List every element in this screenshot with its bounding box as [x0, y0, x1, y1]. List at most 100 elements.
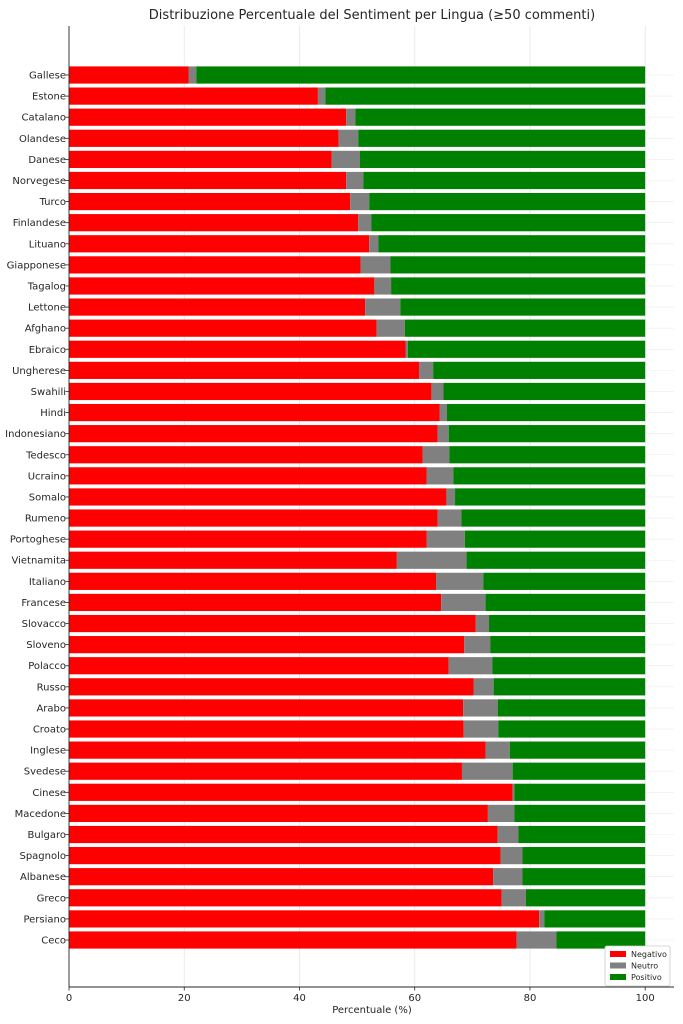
- bar-negativo: Croato — Negativo: 68.5: [69, 720, 464, 738]
- bar-positivo: Arabo — Positivo: 25.6: [497, 699, 646, 717]
- bar-negativo: Greco — Negativo: 75.1: [69, 889, 502, 907]
- y-tick-label: Olandese: [19, 134, 66, 145]
- bar-positivo: Swahili — Positivo: 35: [443, 382, 646, 401]
- bar-negativo: Tagalog — Negativo: 53: [69, 277, 375, 295]
- bar-neutro: Svedese — Neutro: 8.8: [461, 762, 513, 780]
- bar-positivo: Danese — Positivo: 49.5: [359, 150, 646, 168]
- bar-neutro: Indonesiano — Neutro: 1.9: [437, 425, 449, 443]
- y-tick-label: Tedesco: [25, 450, 66, 461]
- bar-negativo: Spagnolo — Negativo: 74.9: [69, 847, 501, 865]
- y-tick-label: Somalo: [29, 492, 66, 503]
- bar-positivo: Russo — Positivo: 26.3: [493, 678, 646, 696]
- bar-neutro: Ucraino — Neutro: 4.6: [426, 467, 454, 485]
- y-tick-label: Giapponese: [7, 260, 66, 271]
- bar-negativo: Persiano — Negativo: 81.6: [69, 910, 540, 928]
- axes-layer: [68, 26, 674, 988]
- bar-positivo: Giapponese — Positivo: 44.2: [390, 256, 646, 274]
- bar-positivo: Tedesco — Positivo: 34: [449, 446, 646, 464]
- y-tick-label: Cinese: [32, 788, 66, 799]
- bar-positivo: Catalano — Positivo: 50.3: [355, 108, 646, 126]
- bar-negativo: Cinese — Negativo: 77: [69, 783, 513, 801]
- bar-positivo: Svedese — Positivo: 23: [512, 762, 646, 780]
- bar-neutro: Cinese — Neutro: 0.3: [512, 783, 515, 801]
- y-tick-label: Rumeno: [25, 514, 66, 525]
- y-tick-label: Arabo: [36, 703, 66, 714]
- bar-positivo: Norvegese — Positivo: 48.9: [363, 171, 646, 190]
- x-tick-label: 40: [293, 993, 306, 1004]
- bar-positivo: Indonesiano — Positivo: 34.1: [448, 425, 646, 443]
- bar-positivo: Greco — Positivo: 20.7: [525, 889, 646, 907]
- y-tick-label: Norvegese: [12, 176, 66, 187]
- bar-negativo: Lettone — Negativo: 51.4: [69, 298, 366, 316]
- bar-positivo: Ungherese — Positivo: 36.8: [433, 361, 646, 379]
- bar-negativo: Italiano — Negativo: 63.7: [69, 572, 437, 590]
- bar-positivo: Tagalog — Positivo: 44.1: [391, 277, 646, 295]
- bar-positivo: Lituano — Positivo: 46.3: [378, 235, 646, 253]
- y-tick-label: Svedese: [24, 767, 66, 778]
- bar-negativo: Tedesco — Negativo: 61.4: [69, 446, 423, 464]
- y-tick-label: Catalano: [21, 113, 66, 124]
- bar-positivo: Portoghese — Positivo: 31.3: [464, 530, 646, 548]
- bar-neutro: Giapponese — Neutro: 5.2: [360, 256, 391, 274]
- bar-neutro: Norvegese — Neutro: 3: [346, 171, 364, 190]
- y-tick-label: Gallese: [29, 71, 66, 82]
- bar-negativo: Catalano — Negativo: 48.1: [69, 108, 347, 126]
- bar-positivo: Francese — Positivo: 27.7: [485, 593, 646, 612]
- bar-neutro: Olandese — Neutro: 3.4: [338, 129, 359, 147]
- bar-positivo: Hindi — Positivo: 34.4: [446, 403, 646, 422]
- bar-neutro: Spagnolo — Neutro: 3.8: [500, 847, 523, 865]
- bar-neutro: Tagalog — Neutro: 2.9: [374, 277, 392, 295]
- y-tick-label: Lituano: [29, 239, 66, 250]
- bar-neutro: Bulgaro — Neutro: 3.6: [497, 825, 519, 844]
- y-tick-label: Russo: [37, 682, 66, 693]
- bar-neutro: Albanese — Neutro: 5.1: [493, 868, 523, 886]
- bar-negativo: Swahili — Negativo: 62.9: [69, 382, 432, 401]
- legend-swatch-neutro: [610, 962, 626, 969]
- bar-neutro: Ebraico — Neutro: 0.4: [405, 340, 408, 358]
- bar-neutro: Polacco — Neutro: 7.6: [448, 657, 493, 675]
- bar-positivo: Albanese — Positivo: 21.3: [522, 868, 646, 886]
- legend-label-positivo: Positivo: [631, 973, 662, 982]
- x-tick-label: 60: [408, 993, 421, 1004]
- bar-positivo: Rumeno — Positivo: 31.9: [461, 509, 646, 527]
- bar-negativo: Indonesiano — Negativo: 64: [69, 425, 438, 443]
- bar-neutro: Slovacco — Neutro: 2.3: [475, 614, 490, 633]
- bar-negativo: Portoghese — Negativo: 62.1: [69, 530, 427, 548]
- y-tick-label: Persiano: [23, 914, 66, 925]
- bar-neutro: Catalano — Neutro: 1.6: [346, 108, 356, 126]
- bar-negativo: Hindi — Negativo: 64.3: [69, 403, 440, 422]
- y-tick-label: Vietnamita: [11, 556, 66, 567]
- bar-neutro: Russo — Neutro: 3.5: [473, 678, 494, 696]
- y-tick-label: Ceco: [41, 936, 66, 947]
- y-tick-label: Portoghese: [10, 535, 66, 546]
- bar-positivo: Afghano — Positivo: 41.7: [404, 319, 646, 337]
- bar-positivo: Cinese — Positivo: 22.7: [514, 783, 646, 801]
- bar-neutro: Croato — Neutro: 6: [463, 720, 499, 738]
- x-tick-label: 20: [178, 993, 191, 1004]
- bar-positivo: Lettone — Positivo: 42.5: [400, 298, 646, 316]
- bar-positivo: Italiano — Positivo: 28.1: [483, 572, 646, 590]
- bar-neutro: Lettone — Neutro: 6.1: [365, 298, 401, 316]
- bar-neutro: Ceco — Neutro: 6.9: [516, 931, 557, 949]
- y-tick-label: Tagalog: [27, 281, 66, 292]
- y-tick-label: Ebraico: [29, 345, 66, 356]
- bar-negativo: Afghano — Negativo: 53.4: [69, 319, 377, 337]
- y-tick-label: Albanese: [20, 872, 66, 883]
- y-tick-label: Bulgaro: [28, 830, 66, 841]
- bar-positivo: Olandese — Positivo: 49.8: [358, 129, 646, 147]
- bar-neutro: Arabo — Neutro: 6: [463, 699, 498, 717]
- y-tick-label: Croato: [33, 725, 66, 736]
- bar-positivo: Ucraino — Positivo: 33.3: [453, 467, 646, 485]
- y-tick-label: Lettone: [28, 303, 66, 314]
- bar-neutro: Somalo — Neutro: 1.5: [446, 488, 456, 506]
- legend-label-negativo: Negativo: [631, 950, 667, 959]
- y-tick-label: Ungherese: [12, 366, 66, 377]
- bar-negativo: Macedone — Negativo: 72.7: [69, 804, 488, 823]
- bar-negativo: Estone — Negativo: 43.2: [69, 87, 318, 105]
- bar-positivo: Somalo — Positivo: 33: [455, 488, 646, 506]
- legend-swatch-negativo: [610, 951, 626, 957]
- y-tick-label: Indonesiano: [5, 429, 66, 440]
- bar-neutro: Greco — Neutro: 4.2: [501, 889, 526, 907]
